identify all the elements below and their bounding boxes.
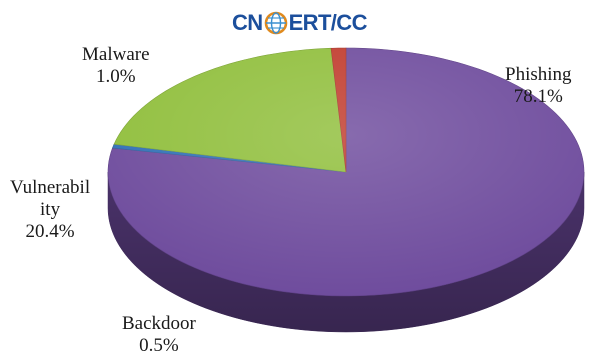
label-vulnerability-name-1: Vulnerabil	[10, 177, 90, 199]
label-backdoor: Backdoor 0.5%	[122, 313, 196, 357]
label-phishing: Phishing 78.1%	[505, 64, 572, 108]
label-vulnerability-name-2: ity	[10, 199, 90, 221]
label-backdoor-name: Backdoor	[122, 313, 196, 335]
label-phishing-value: 78.1%	[505, 86, 572, 108]
label-malware: Malware 1.0%	[82, 44, 150, 88]
label-backdoor-value: 0.5%	[122, 335, 196, 357]
label-vulnerability: Vulnerabil ity 20.4%	[10, 177, 90, 243]
label-phishing-name: Phishing	[505, 64, 572, 86]
label-malware-value: 1.0%	[82, 66, 150, 88]
label-malware-name: Malware	[82, 44, 150, 66]
label-vulnerability-value: 20.4%	[10, 221, 90, 243]
